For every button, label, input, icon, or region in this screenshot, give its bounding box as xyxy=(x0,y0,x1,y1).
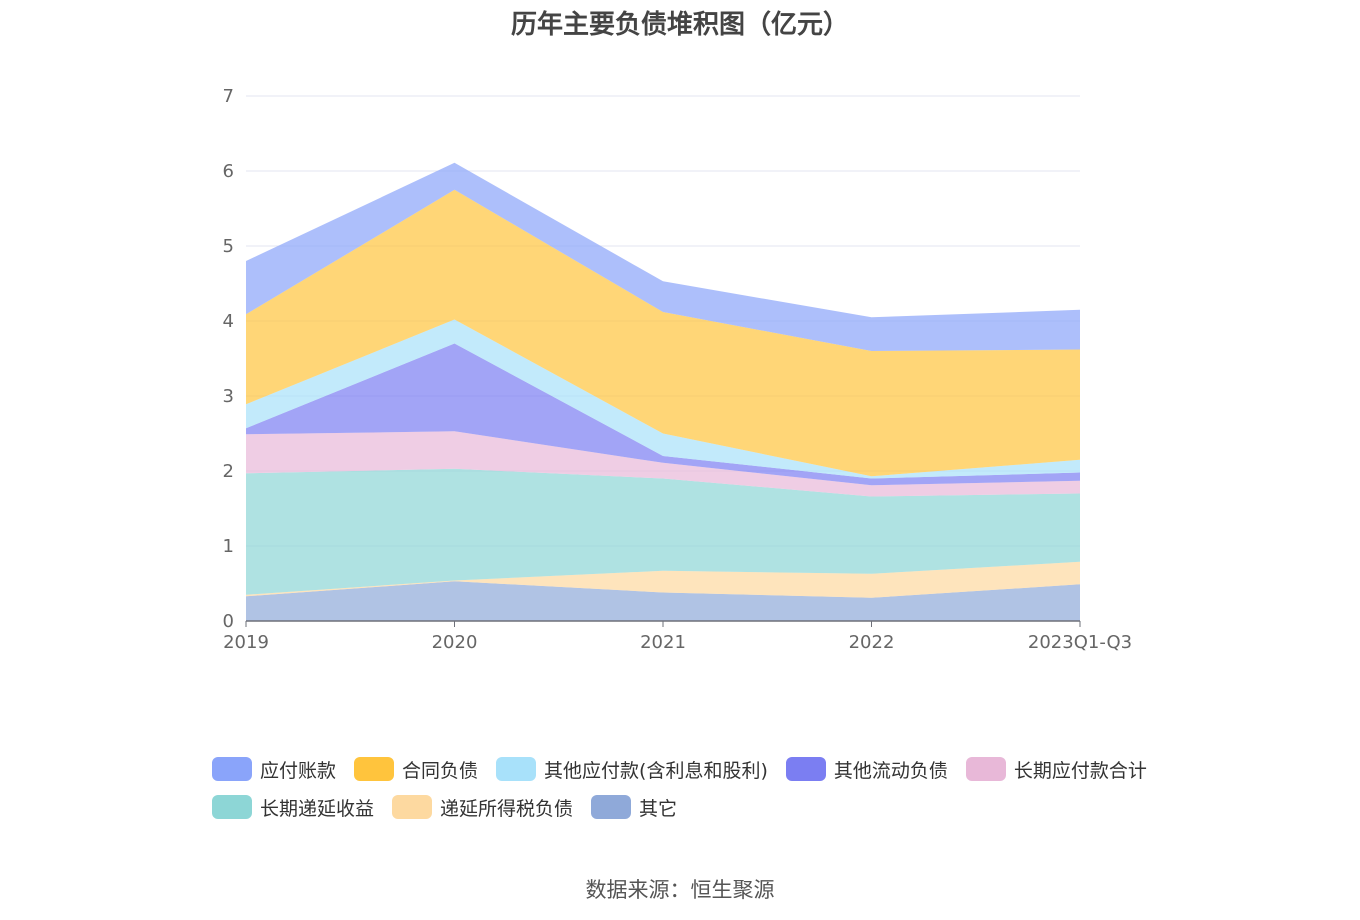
x-tick-label: 2019 xyxy=(223,632,269,653)
y-tick-label: 4 xyxy=(223,311,234,332)
legend-item-contract-liabilities[interactable]: 合同负债 xyxy=(354,756,478,782)
area-series xyxy=(246,468,1080,595)
legend-label: 应付账款 xyxy=(260,759,337,782)
legend-item-other-payables[interactable]: 其他应付款(含利息和股利) xyxy=(496,756,768,782)
y-tick-label: 7 xyxy=(223,86,234,107)
legend-item-deferred-tax-liabilities[interactable]: 递延所得税负债 xyxy=(392,794,573,820)
legend-item-others[interactable]: 其它 xyxy=(591,794,677,820)
y-tick-label: 0 xyxy=(223,611,234,632)
legend: 应付账款 合同负债 其他应付款(含利息和股利) 其他流动负债 长期应付款合计 长… xyxy=(212,756,1172,820)
y-tick-label: 2 xyxy=(223,461,234,482)
legend-item-deferred-income[interactable]: 长期递延收益 xyxy=(212,794,374,820)
legend-item-other-current-liabilities[interactable]: 其他流动负债 xyxy=(785,756,948,782)
y-tick-label: 3 xyxy=(223,386,234,407)
legend-swatch xyxy=(392,795,433,819)
area-series xyxy=(246,343,1080,486)
area-series xyxy=(246,189,1080,477)
legend-item-long-term-payables[interactable]: 长期应付款合计 xyxy=(965,756,1147,782)
area-series xyxy=(246,319,1080,479)
area-series xyxy=(246,581,1080,621)
area-series xyxy=(246,561,1080,598)
data-source: 数据来源：恒生聚源 xyxy=(585,878,775,902)
legend-label: 长期递延收益 xyxy=(260,797,375,820)
legend-item-accounts-payable[interactable]: 应付账款 xyxy=(212,756,336,782)
legend-label: 其他应付款(含利息和股利) xyxy=(544,759,768,782)
chart-title: 历年主要负债堆积图（亿元） xyxy=(510,10,849,40)
legend-swatch xyxy=(212,795,252,819)
stacked-area-chart: 0 1 2 3 4 5 6 7 2019 2020 2021 2022 2023Q1-Q3 xyxy=(223,86,1133,653)
y-tick-label: 1 xyxy=(223,536,234,557)
area-series xyxy=(246,431,1080,497)
x-tick-label: 2023Q1-Q3 xyxy=(1028,632,1132,653)
area-series xyxy=(246,162,1080,351)
y-tick-label: 5 xyxy=(223,236,234,257)
legend-label: 其他流动负债 xyxy=(833,759,948,782)
x-tick-label: 2020 xyxy=(432,632,478,653)
legend-swatch xyxy=(785,757,826,781)
y-tick-label: 6 xyxy=(223,161,234,182)
legend-swatch xyxy=(591,795,632,819)
legend-swatch xyxy=(212,757,252,781)
legend-swatch xyxy=(354,757,395,781)
x-tick-label: 2022 xyxy=(849,632,895,653)
legend-swatch xyxy=(965,757,1006,781)
legend-label: 其它 xyxy=(639,797,678,820)
legend-label: 递延所得税负债 xyxy=(440,797,574,820)
legend-label: 长期应付款合计 xyxy=(1013,759,1147,782)
legend-label: 合同负债 xyxy=(402,759,479,782)
legend-swatch xyxy=(496,757,537,781)
x-tick-label: 2021 xyxy=(640,632,686,653)
